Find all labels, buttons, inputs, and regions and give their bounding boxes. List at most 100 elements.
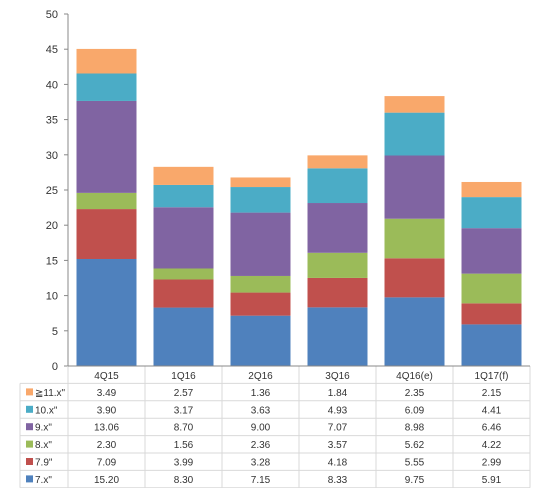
bar-segment bbox=[153, 268, 214, 280]
legend-label: 10.x" bbox=[35, 405, 58, 416]
table-cell: 5.91 bbox=[482, 475, 502, 486]
bar-segment bbox=[76, 48, 137, 74]
bar-segment bbox=[307, 252, 368, 278]
y-tick-label: 30 bbox=[46, 150, 58, 162]
bar-segment bbox=[76, 73, 137, 101]
bar-segment bbox=[307, 155, 368, 169]
y-axis: 0 5 10 15 20 25 30 35 40 45 50 bbox=[46, 9, 69, 373]
bar-segment bbox=[76, 192, 137, 210]
x-tick-label: 4Q16(e) bbox=[396, 371, 433, 382]
bar-segment bbox=[230, 212, 291, 276]
bar-segment bbox=[307, 203, 368, 253]
x-tick-label: 1Q17(f) bbox=[475, 371, 509, 382]
y-tick-label: 50 bbox=[46, 9, 58, 21]
table-cell: 9.75 bbox=[405, 475, 425, 486]
bar-segment bbox=[384, 155, 445, 219]
table-cell: 13.06 bbox=[94, 423, 119, 434]
bar-segment bbox=[307, 307, 368, 366]
bar-segment bbox=[461, 228, 522, 274]
table-cell: 4.41 bbox=[482, 405, 502, 416]
x-tick-label: 2Q16 bbox=[248, 371, 273, 382]
bar-segment bbox=[153, 279, 214, 308]
bar-segment bbox=[307, 168, 368, 204]
bar-segment bbox=[307, 277, 368, 308]
bar-segment bbox=[76, 258, 137, 366]
bar-segment bbox=[461, 197, 522, 229]
table-cell: 2.36 bbox=[251, 440, 271, 451]
bars bbox=[76, 48, 522, 366]
y-tick-label: 15 bbox=[46, 255, 58, 267]
table-cell: 3.17 bbox=[174, 405, 194, 416]
table-cell: 3.99 bbox=[174, 458, 194, 469]
bar-segment bbox=[230, 315, 291, 366]
table-cell: 3.63 bbox=[251, 405, 271, 416]
table-cell: 7.07 bbox=[328, 423, 348, 434]
table-cell: 2.30 bbox=[97, 440, 117, 451]
y-tick-label: 0 bbox=[52, 361, 58, 373]
table-cell: 4.18 bbox=[328, 458, 348, 469]
legend-label: 7.9" bbox=[35, 458, 53, 469]
x-tick-label: 3Q16 bbox=[325, 371, 350, 382]
y-tick-label: 35 bbox=[46, 115, 58, 127]
legend-swatch bbox=[26, 458, 33, 465]
bar-segment bbox=[461, 303, 522, 325]
table-cell: 1.84 bbox=[328, 388, 348, 399]
legend-swatch bbox=[26, 405, 33, 413]
bar-segment bbox=[384, 112, 445, 156]
bar-segment bbox=[461, 324, 522, 366]
table-cell: 5.55 bbox=[405, 458, 425, 469]
legend-label: 8.x" bbox=[35, 440, 52, 451]
x-tick-label: 1Q16 bbox=[171, 371, 196, 382]
bar-segment bbox=[230, 177, 291, 188]
table-cell: 5.62 bbox=[405, 440, 425, 451]
table-cell: 8.70 bbox=[174, 423, 194, 434]
table-cell: 6.09 bbox=[405, 405, 425, 416]
y-tick-label: 45 bbox=[46, 44, 58, 56]
table-cell: 2.99 bbox=[482, 458, 502, 469]
bar-segment bbox=[153, 307, 214, 366]
bar-segment bbox=[461, 273, 522, 304]
table-cell: 3.28 bbox=[251, 458, 271, 469]
table-cell: 2.15 bbox=[482, 388, 502, 399]
table-cell: 1.56 bbox=[174, 440, 194, 451]
bar-segment bbox=[461, 181, 522, 198]
bar-segment bbox=[230, 275, 291, 293]
legend-label: 9.x" bbox=[35, 423, 52, 434]
bar-segment bbox=[230, 292, 291, 316]
table-cell: 7.15 bbox=[251, 475, 271, 486]
y-tick-label: 40 bbox=[46, 79, 58, 91]
data-table: 4Q15 1Q16 2Q16 3Q16 4Q16(e) 1Q17(f) ≧11.x" 3.49… bbox=[19, 365, 531, 488]
y-tick-label: 25 bbox=[46, 185, 58, 197]
table-cell: 8.33 bbox=[328, 475, 348, 486]
bar-segment bbox=[230, 187, 291, 213]
table-cell: 1.36 bbox=[251, 388, 271, 399]
legend-swatch bbox=[26, 475, 33, 483]
bar-segment bbox=[76, 100, 137, 193]
y-tick-label: 5 bbox=[52, 326, 58, 338]
table-cell: 15.20 bbox=[94, 475, 119, 486]
bar-segment bbox=[76, 209, 137, 259]
table-cell: 2.57 bbox=[174, 388, 194, 399]
table-cell: 3.49 bbox=[97, 388, 117, 399]
table-cell: 9.00 bbox=[251, 423, 271, 434]
bar-segment bbox=[153, 184, 214, 208]
bar-segment bbox=[384, 96, 445, 113]
table-cell: 8.98 bbox=[405, 423, 425, 434]
x-tick-label: 4Q15 bbox=[94, 371, 119, 382]
table-cell: 3.57 bbox=[328, 440, 348, 451]
bar-segment bbox=[384, 258, 445, 298]
legend-swatch bbox=[26, 440, 33, 448]
legend-swatch bbox=[26, 388, 33, 396]
legend-label: 7.x" bbox=[35, 475, 52, 486]
legend-swatch bbox=[26, 423, 33, 431]
table-cell: 2.35 bbox=[405, 388, 425, 399]
table-cell: 8.30 bbox=[174, 475, 194, 486]
table-cell: 7.09 bbox=[97, 458, 117, 469]
bar-segment bbox=[384, 297, 445, 366]
table-cell: 6.46 bbox=[482, 423, 502, 434]
table-cell: 4.22 bbox=[482, 440, 502, 451]
bar-segment bbox=[384, 218, 445, 259]
bar-segment bbox=[153, 207, 214, 269]
bar-segment bbox=[153, 166, 214, 185]
